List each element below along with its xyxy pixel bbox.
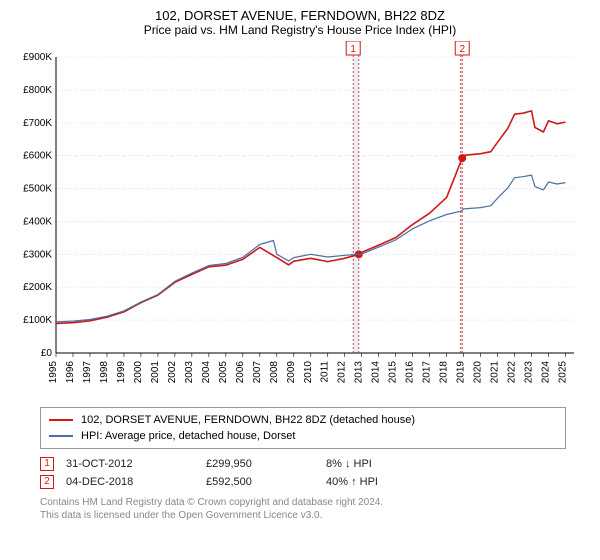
svg-text:2020: 2020 [473,361,484,384]
svg-text:2: 2 [459,44,465,55]
legend-swatch [49,419,73,421]
svg-text:2018: 2018 [439,361,450,384]
svg-text:2025: 2025 [558,361,569,384]
svg-text:2007: 2007 [252,361,263,384]
svg-text:2009: 2009 [286,361,297,384]
svg-text:2014: 2014 [371,361,382,384]
chart-title: 102, DORSET AVENUE, FERNDOWN, BH22 8DZ [12,8,588,23]
legend-swatch [49,435,73,437]
svg-text:2010: 2010 [303,361,314,384]
svg-text:2024: 2024 [541,361,552,384]
svg-text:2013: 2013 [354,361,365,384]
svg-text:2004: 2004 [201,361,212,384]
svg-text:2002: 2002 [167,361,178,384]
svg-text:2012: 2012 [337,361,348,384]
svg-text:£400K: £400K [23,216,52,227]
svg-text:£300K: £300K [23,249,52,260]
price-chart: £0 £100K £200K £300K £400K £500K £600K £700K £80… [12,41,588,399]
svg-text:2023: 2023 [524,361,535,384]
sale-row: 2 04-DEC-2018 £592,500 40% ↑ HPI [40,473,566,491]
sale-badge-1: 1 [40,457,54,471]
svg-text:£500K: £500K [23,184,52,195]
svg-text:1998: 1998 [99,361,110,384]
legend-item-hpi: HPI: Average price, detached house, Dors… [49,428,557,444]
chart-subtitle: Price paid vs. HM Land Registry's House … [12,23,588,37]
sale-pct: 8% ↓ HPI [326,458,372,470]
svg-text:1: 1 [350,44,356,55]
sale-pct: 40% ↑ HPI [326,476,378,488]
sales-table: 1 31-OCT-2012 £299,950 8% ↓ HPI 2 04-DEC… [40,455,566,491]
sale-price: £592,500 [206,476,326,488]
svg-text:2015: 2015 [388,361,399,384]
svg-text:2008: 2008 [269,361,280,384]
svg-text:2000: 2000 [133,361,144,384]
svg-text:1999: 1999 [116,361,127,384]
svg-text:£800K: £800K [23,85,52,96]
sale-badge-2: 2 [40,475,54,489]
svg-text:£700K: £700K [23,118,52,129]
sale-date: 31-OCT-2012 [66,458,206,470]
sale-price: £299,950 [206,458,326,470]
svg-text:2005: 2005 [218,361,229,384]
footer-line: Contains HM Land Registry data © Crown c… [40,497,566,510]
sale-row: 1 31-OCT-2012 £299,950 8% ↓ HPI [40,455,566,473]
svg-text:£200K: £200K [23,282,52,293]
svg-text:2016: 2016 [405,361,416,384]
svg-text:£0: £0 [41,348,53,359]
legend: 102, DORSET AVENUE, FERNDOWN, BH22 8DZ (… [40,407,566,449]
svg-text:2017: 2017 [422,361,433,384]
svg-text:2022: 2022 [507,361,518,384]
svg-text:2019: 2019 [456,361,467,384]
sale-date: 04-DEC-2018 [66,476,206,488]
svg-text:1996: 1996 [65,361,76,384]
svg-text:1995: 1995 [48,361,59,384]
svg-text:2006: 2006 [235,361,246,384]
footer: Contains HM Land Registry data © Crown c… [40,497,566,522]
svg-text:£900K: £900K [23,52,52,63]
svg-text:2001: 2001 [150,361,161,384]
legend-label: 102, DORSET AVENUE, FERNDOWN, BH22 8DZ (… [81,414,415,426]
chart-container: 102, DORSET AVENUE, FERNDOWN, BH22 8DZ P… [0,0,600,560]
legend-label: HPI: Average price, detached house, Dors… [81,430,295,442]
legend-item-price: 102, DORSET AVENUE, FERNDOWN, BH22 8DZ (… [49,412,557,428]
svg-text:£100K: £100K [23,315,52,326]
svg-text:2011: 2011 [320,361,331,383]
svg-text:2021: 2021 [490,361,501,384]
svg-text:2003: 2003 [184,361,195,384]
footer-line: This data is licensed under the Open Gov… [40,510,566,523]
svg-text:1997: 1997 [82,361,93,384]
svg-text:£600K: £600K [23,151,52,162]
